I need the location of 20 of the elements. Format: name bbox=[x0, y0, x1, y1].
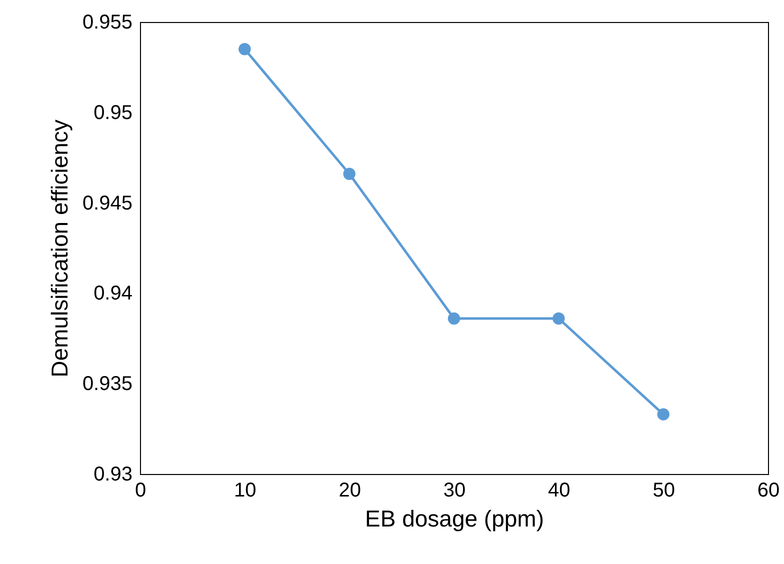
point bbox=[343, 168, 356, 180]
point bbox=[448, 312, 460, 325]
x-tick-label: 40 bbox=[548, 480, 570, 502]
y-tick-label: 0.93 bbox=[94, 464, 132, 486]
point bbox=[238, 43, 251, 56]
x-axis-title: EB dosage (ppm) bbox=[365, 506, 544, 532]
point bbox=[552, 312, 565, 325]
y-axis-title: Demulsification efficiency bbox=[46, 119, 72, 378]
x-tick-label: 50 bbox=[652, 480, 675, 502]
x-tick-label: 10 bbox=[234, 480, 256, 502]
point bbox=[657, 408, 670, 420]
y-tick-label: 0.935 bbox=[82, 373, 132, 396]
y-tick-label: 0.945 bbox=[82, 192, 132, 214]
x-tick-label: 60 bbox=[757, 480, 780, 502]
x-tick-label: 30 bbox=[443, 480, 466, 502]
y-tick-label: 0.94 bbox=[94, 282, 132, 305]
x-tick-label: 20 bbox=[338, 480, 361, 502]
y-tick-label: 0.95 bbox=[94, 102, 132, 124]
y-tick-label: 0.955 bbox=[82, 12, 132, 34]
x-tick-label: 0 bbox=[134, 480, 146, 502]
